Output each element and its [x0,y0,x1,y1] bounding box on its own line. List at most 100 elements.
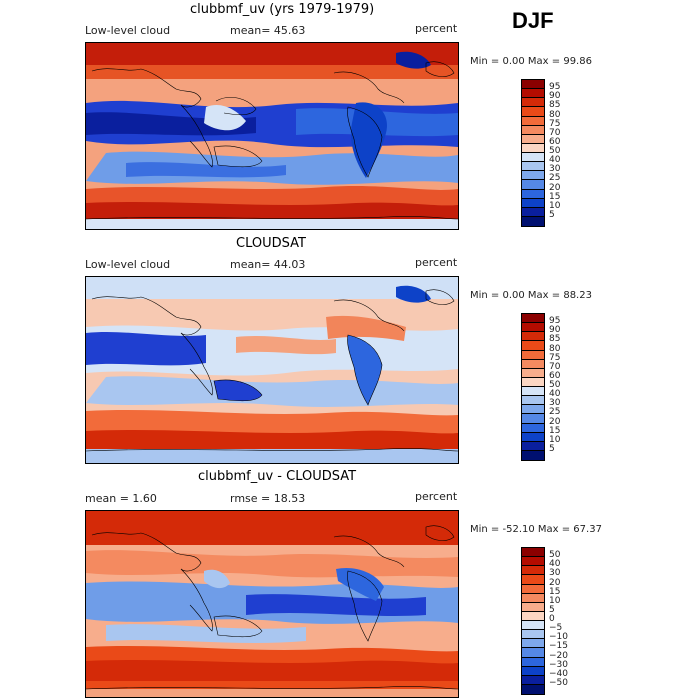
colorbar-tick-label: 95 [549,82,561,93]
colorbar-tick-label: 80 [549,343,561,354]
colorbar-swatch [522,423,544,433]
colorbar-tick-label: 60 [549,370,561,381]
colorbar-swatch [522,323,544,333]
colorbar-swatch [522,684,544,694]
colorbar-swatch [522,584,544,594]
panel-2-minmax: Min = 0.00 Max = 88.23 [470,290,592,301]
colorbar-swatch [522,180,544,190]
colorbar-swatch [522,377,544,387]
colorbar-swatch [522,666,544,676]
colorbar-swatch [522,125,544,135]
panel-1-variable-label: Low-level cloud [85,24,171,37]
colorbar-tick-label: 5 [549,604,555,615]
colorbar-tick-label: 10 [549,200,561,211]
colorbar-swatch [522,441,544,451]
panel-1-colorbar [521,79,545,227]
colorbar-swatch [522,359,544,369]
colorbar-swatch [522,396,544,406]
colorbar-swatch [522,557,544,567]
colorbar-swatch [522,207,544,217]
panel-3-minmax: Min = -52.10 Max = 67.37 [470,524,602,535]
colorbar-swatch [522,639,544,649]
colorbar-tick-label: −40 [549,668,568,679]
colorbar-swatch [522,350,544,360]
colorbar-tick-label: 30 [549,568,561,579]
colorbar-tick-label: 15 [549,425,561,436]
colorbar-tick-label: 30 [549,164,561,175]
panel-3-mean: mean = 1.60 [85,492,157,505]
colorbar-swatch [522,189,544,199]
colorbar-tick-label: −10 [549,632,568,643]
colorbar-swatch [522,171,544,181]
colorbar-tick-label: 25 [549,173,561,184]
panel-3-rmse: rmse = 18.53 [230,492,306,505]
colorbar-swatch [522,657,544,667]
colorbar-swatch [522,575,544,585]
colorbar-tick-label: −5 [549,623,563,634]
colorbar-tick-label: 85 [549,334,561,345]
colorbar-tick-label: 70 [549,127,561,138]
colorbar-tick-label: 80 [549,109,561,120]
panel-2-title: CLOUDSAT [236,236,306,251]
colorbar-swatch [522,216,544,226]
colorbar-swatch [522,566,544,576]
colorbar-tick-label: 30 [549,398,561,409]
panel-2-variable-label: Low-level cloud [85,258,171,271]
panel-1-map [85,42,459,230]
season-label: DJF [512,8,554,33]
colorbar-tick-label: 5 [549,209,555,220]
panel-2-units: percent [415,256,458,269]
panel-3-title: clubbmf_uv - CLOUDSAT [198,469,357,484]
panel-1-map-field [86,43,458,229]
colorbar-tick-label: 90 [549,91,561,102]
panel-2-mean: mean= 44.03 [230,258,306,271]
colorbar-tick-label: 70 [549,361,561,372]
colorbar-swatch [522,405,544,415]
colorbar-tick-label: 20 [549,416,561,427]
colorbar-swatch [522,611,544,621]
colorbar-swatch [522,602,544,612]
colorbar-tick-label: 50 [549,146,561,156]
panel-2-map-field [86,277,458,463]
colorbar-tick-label: 40 [549,559,561,570]
colorbar-tick-label: 50 [549,550,561,561]
colorbar-swatch [522,314,544,324]
panel-1-units: percent [415,22,458,35]
panel-3-map-field [86,511,458,697]
colorbar-tick-label: 15 [549,586,561,597]
panel-3-units: percent [415,490,458,503]
colorbar-tick-label: 20 [549,182,561,193]
colorbar-tick-label: 60 [549,136,561,147]
colorbar-swatch [522,414,544,424]
panel-1-mean: mean= 45.63 [230,24,306,37]
panel-2-map [85,276,459,464]
colorbar-tick-label: 75 [549,118,561,129]
colorbar-swatch [522,593,544,603]
colorbar-tick-label: 90 [549,325,561,336]
colorbar-swatch [522,143,544,153]
colorbar-swatch [522,332,544,342]
colorbar-tick-label: 75 [549,352,561,363]
colorbar-swatch [522,341,544,351]
colorbar-tick-label: 15 [549,191,561,202]
colorbar-swatch [522,450,544,460]
colorbar-tick-label: 10 [549,434,561,445]
colorbar-tick-label: 95 [549,316,561,327]
colorbar-swatch [522,107,544,117]
colorbar-tick-label: 5 [549,443,555,454]
colorbar-tick-label: 0 [549,614,555,624]
colorbar-tick-label: −30 [549,659,568,670]
colorbar-swatch [522,198,544,208]
colorbar-tick-label: −15 [549,641,568,652]
colorbar-swatch [522,621,544,631]
panel-2-colorbar [521,313,545,461]
panel-3-map [85,510,459,698]
colorbar-tick-label: 40 [549,155,561,166]
colorbar-tick-label: 50 [549,380,561,390]
panel-3-colorbar [521,547,545,695]
colorbar-tick-label: 20 [549,577,561,588]
colorbar-tick-label: 10 [549,595,561,606]
colorbar-swatch [522,648,544,658]
panel-1-minmax: Min = 0.00 Max = 99.86 [470,56,592,67]
panel-1-title: clubbmf_uv (yrs 1979-1979) [190,2,375,17]
